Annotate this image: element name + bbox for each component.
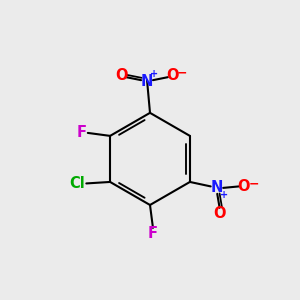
Text: O: O xyxy=(116,68,128,83)
Text: N: N xyxy=(211,180,223,195)
Text: O: O xyxy=(213,206,226,221)
Text: O: O xyxy=(237,179,250,194)
Text: −: − xyxy=(177,67,188,80)
Text: F: F xyxy=(77,125,87,140)
Text: O: O xyxy=(166,68,178,83)
Text: N: N xyxy=(141,74,153,89)
Text: F: F xyxy=(148,226,158,241)
Text: +: + xyxy=(220,190,228,200)
Text: Cl: Cl xyxy=(70,176,85,191)
Text: +: + xyxy=(150,69,158,79)
Text: −: − xyxy=(248,178,259,190)
